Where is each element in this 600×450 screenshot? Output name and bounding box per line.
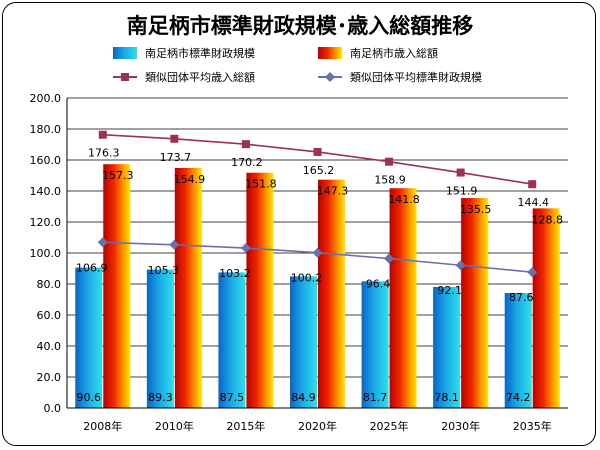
axes: 0.0 20.0 40.0 60.0 80.0 100.0 120.0 140.0 160.0 1… bbox=[30, 92, 568, 433]
marker-similar-revenue bbox=[528, 180, 537, 189]
y-tick-label: 40.0 bbox=[37, 340, 62, 353]
bar-revenue bbox=[461, 197, 489, 408]
y-tick-label: 80.0 bbox=[37, 278, 62, 291]
legend-item: 南足柄市標準財政規模 bbox=[113, 46, 255, 60]
data-label-standard-scale: 89.3 bbox=[148, 391, 173, 404]
legend-marker bbox=[325, 72, 335, 82]
y-tick-label: 140.0 bbox=[30, 185, 62, 198]
bar-standard-scale bbox=[361, 281, 389, 408]
bar-revenue bbox=[532, 208, 560, 408]
y-tick-label: 0.0 bbox=[44, 402, 62, 415]
marker-similar-revenue bbox=[241, 140, 250, 149]
data-label-standard-scale: 81.7 bbox=[363, 391, 388, 404]
marker-similar-revenue bbox=[98, 130, 107, 139]
x-tick-label: 2030年 bbox=[441, 419, 480, 433]
data-label-revenue: 154.9 bbox=[174, 173, 206, 186]
legend-item: 類似団体平均歳入総額 bbox=[113, 70, 255, 84]
bar-standard-scale bbox=[75, 267, 103, 408]
data-label-revenue: 141.8 bbox=[388, 193, 420, 206]
data-label-similar-standard-scale: 103.2 bbox=[219, 267, 251, 280]
legend-item: 類似団体平均標準財政規模 bbox=[318, 70, 482, 84]
marker-similar-standard-scale bbox=[312, 247, 323, 258]
marker-similar-standard-scale bbox=[527, 267, 538, 278]
marker-similar-revenue bbox=[170, 134, 179, 143]
x-tick-label: 2035年 bbox=[513, 419, 552, 433]
y-tick-label: 60.0 bbox=[37, 309, 62, 322]
data-label-revenue: 147.3 bbox=[317, 185, 349, 198]
legend-swatch bbox=[113, 47, 137, 59]
marker-similar-standard-scale bbox=[169, 239, 180, 250]
data-label-similar-standard-scale: 106.9 bbox=[76, 261, 108, 274]
data-label-similar-revenue: 176.3 bbox=[88, 147, 120, 160]
data-label-similar-revenue: 144.4 bbox=[517, 196, 549, 209]
x-tick-label: 2008年 bbox=[83, 419, 122, 433]
legend-label: 類似団体平均標準財政規模 bbox=[350, 70, 482, 84]
data-labels: 90.6 157.3 89.3 154.9 87.5 151.8 84.9 147.3 81.7… bbox=[76, 147, 563, 404]
marker-similar-standard-scale bbox=[384, 253, 395, 264]
data-label-standard-scale: 90.6 bbox=[77, 391, 102, 404]
bars bbox=[75, 164, 560, 408]
marker-similar-revenue bbox=[456, 168, 465, 177]
data-label-standard-scale: 78.1 bbox=[434, 391, 459, 404]
legend-swatch bbox=[318, 47, 342, 59]
data-label-similar-standard-scale: 92.1 bbox=[437, 284, 462, 297]
bar-standard-scale bbox=[290, 276, 317, 408]
y-tick-label: 20.0 bbox=[37, 371, 62, 384]
y-tick-label: 100.0 bbox=[30, 247, 62, 260]
legend-label: 類似団体平均歳入総額 bbox=[145, 70, 255, 84]
bar-standard-scale bbox=[504, 292, 532, 408]
data-label-similar-revenue: 165.2 bbox=[303, 164, 335, 177]
legend-item: 南足柄市歳入総額 bbox=[318, 46, 438, 60]
legend-label: 南足柄市標準財政規模 bbox=[145, 46, 255, 60]
legend-marker bbox=[121, 73, 129, 81]
bar-revenue bbox=[318, 179, 345, 408]
marker-similar-revenue bbox=[313, 147, 322, 156]
y-tick-label: 180.0 bbox=[30, 123, 62, 136]
lines bbox=[97, 130, 538, 278]
x-tick-label: 2025年 bbox=[370, 419, 409, 433]
marker-similar-standard-scale bbox=[97, 237, 108, 248]
data-label-standard-scale: 87.5 bbox=[220, 391, 245, 404]
marker-similar-standard-scale bbox=[240, 243, 251, 254]
bar-revenue bbox=[246, 172, 274, 408]
bar-revenue bbox=[174, 167, 202, 408]
legend-label: 南足柄市歳入総額 bbox=[350, 46, 438, 60]
bar-revenue bbox=[103, 164, 131, 408]
x-tick-label: 2020年 bbox=[298, 419, 337, 433]
x-tick-label: 2015年 bbox=[226, 419, 265, 433]
data-label-similar-standard-scale: 87.6 bbox=[509, 291, 534, 304]
bar-revenue bbox=[389, 188, 417, 408]
bar-standard-scale bbox=[146, 269, 174, 408]
data-label-revenue: 151.8 bbox=[245, 178, 277, 191]
data-label-similar-revenue: 170.2 bbox=[231, 156, 263, 169]
data-label-standard-scale: 74.2 bbox=[506, 391, 531, 404]
data-label-revenue: 135.5 bbox=[460, 203, 492, 216]
y-tick-label: 120.0 bbox=[30, 216, 62, 229]
data-label-similar-standard-scale: 100.2 bbox=[291, 272, 323, 285]
data-label-standard-scale: 84.9 bbox=[291, 391, 316, 404]
data-label-similar-standard-scale: 105.3 bbox=[148, 264, 180, 277]
data-label-revenue: 128.8 bbox=[531, 213, 563, 226]
data-label-similar-standard-scale: 96.4 bbox=[366, 278, 391, 291]
chart-title: 南足柄市標準財政規模･歳入総額推移 bbox=[126, 14, 474, 38]
data-label-similar-revenue: 173.7 bbox=[160, 151, 192, 164]
data-label-revenue: 157.3 bbox=[102, 169, 134, 182]
x-tick-label: 2010年 bbox=[155, 419, 194, 433]
bar-standard-scale bbox=[433, 286, 461, 408]
marker-similar-standard-scale bbox=[455, 260, 466, 271]
bar-standard-scale bbox=[218, 272, 246, 408]
data-label-similar-revenue: 151.9 bbox=[446, 185, 478, 198]
y-tick-label: 160.0 bbox=[30, 154, 62, 167]
gridlines bbox=[67, 97, 568, 378]
y-tick-label: 200.0 bbox=[30, 92, 62, 105]
data-label-similar-revenue: 158.9 bbox=[374, 174, 406, 187]
marker-similar-revenue bbox=[385, 157, 394, 166]
